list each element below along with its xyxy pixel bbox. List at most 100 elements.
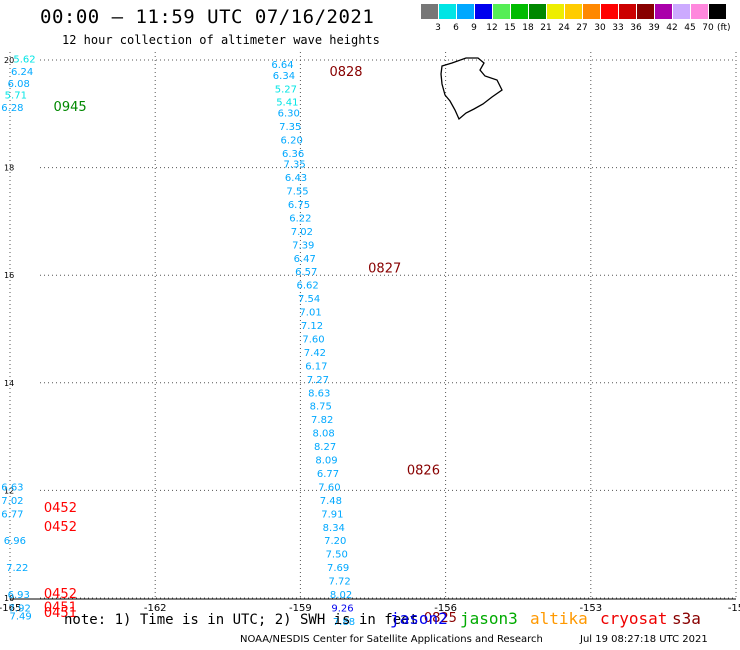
wave-height-value: 5.62 [13, 55, 35, 66]
wave-height-value: 7.42 [304, 348, 326, 359]
latitude-tick-label: 20 [4, 56, 14, 65]
wave-height-value: 7.35 [279, 122, 301, 133]
wave-height-value: 6.63 [1, 482, 23, 493]
legend-label: 12 [486, 23, 498, 33]
footer-credit: NOAA/NESDIS Center for Satellite Applica… [240, 634, 543, 645]
longitude-tick-label: -162 [144, 603, 167, 614]
wave-height-value: 6.17 [305, 361, 327, 372]
longitude-tick-label: -156 [434, 603, 457, 614]
legend-swatch [673, 4, 690, 19]
wave-height-value: 6.20 [281, 135, 303, 146]
wave-height-value: 6.62 [297, 281, 319, 292]
legend-label: 9 [471, 23, 477, 33]
longitude-tick-label: -15 [728, 603, 740, 614]
legend-swatch [529, 4, 546, 19]
wave-height-value: 6.36 [282, 149, 304, 160]
wave-height-value: 7.22 [6, 563, 28, 574]
latitude-tick-label: 18 [4, 164, 14, 173]
wave-height-value: 8.63 [308, 388, 330, 399]
pass-time-label: 0945 [54, 100, 87, 115]
legend-label: 18 [522, 23, 534, 33]
map-axes: -165 -162 -159 -156 -153 -15 10 12 14 16 18 20 [0, 56, 740, 614]
satellite-cryosat: cryosat [600, 609, 668, 628]
legend-swatch [457, 4, 474, 19]
wave-height-value: 7.82 [311, 415, 333, 426]
map-grid [9, 52, 737, 599]
wave-height-value: 6.28 [1, 103, 23, 114]
legend-label: 42 [666, 23, 678, 33]
legend-label: 33 [612, 23, 624, 33]
legend-swatch [475, 4, 492, 19]
legend-swatch [655, 4, 672, 19]
pass-time-label: 0827 [368, 262, 401, 277]
pass-time-label: 0828 [329, 65, 362, 80]
legend-swatch [619, 4, 636, 19]
page-subtitle: 12 hour collection of altimeter wave hei… [62, 33, 380, 47]
wave-height-value: 7.20 [324, 536, 346, 547]
wave-height-value: 6.43 [285, 173, 307, 184]
wave-height-value: 7.60 [302, 334, 324, 345]
wave-height-value: 9.26 [331, 603, 353, 614]
wave-height-value: 6.24 [11, 67, 33, 78]
wave-height-value: 7.35 [283, 160, 305, 171]
wave-height-value: 5.41 [276, 98, 298, 109]
legend-label: 24 [558, 23, 570, 33]
wave-height-value: 7.02 [291, 227, 313, 238]
wave-height-value: 6.47 [294, 254, 316, 265]
legend-label: 36 [630, 23, 642, 33]
legend-unit: (ft) [717, 23, 731, 33]
legend-swatch [547, 4, 564, 19]
wave-height-value: 6.57 [295, 267, 317, 278]
legend-label: 39 [648, 23, 660, 33]
legend-swatch [709, 4, 726, 19]
legend-swatch [583, 4, 600, 19]
satellite-jason2: jason2 [390, 609, 448, 628]
page-title: 00:00 – 11:59 UTC 07/16/2021 [40, 6, 375, 28]
legend-swatch [601, 4, 618, 19]
wave-height-value: 6.34 [273, 71, 295, 82]
pass-time-label: 0452 [44, 501, 77, 516]
latitude-tick-label: 12 [4, 486, 14, 495]
legend-label: 27 [576, 23, 588, 33]
pass-time-label: 0451 [44, 600, 77, 615]
wave-height-value: 6.96 [4, 536, 26, 547]
wave-height-value: 6.22 [289, 213, 311, 224]
wave-height-value: 8.27 [314, 442, 336, 453]
wave-height-value: 7.02 [1, 496, 23, 507]
wave-height-value: 7.27 [307, 375, 329, 386]
pass-time-label: 0825 [424, 611, 457, 626]
pass-time-label: 0452 [44, 587, 77, 602]
legend-label: 30 [594, 23, 606, 33]
wave-height-value: 7.55 [286, 187, 308, 198]
wave-height-value: 7.54 [298, 294, 320, 305]
wave-height-value: 8.34 [323, 523, 345, 534]
wave-height-value: 7.48 [320, 496, 342, 507]
wave-height-value: 7.69 [327, 563, 349, 574]
longitude-tick-label: -159 [289, 603, 312, 614]
legend-swatch [439, 4, 456, 19]
wave-height-value: 7.88 [333, 617, 355, 628]
footer-generated-time: Jul 19 08:27:18 UTC 2021 [580, 634, 708, 645]
wave-height-value: 8.08 [312, 429, 334, 440]
satellite-jason3: jason3 [460, 609, 518, 628]
wave-height-value: 6.77 [1, 509, 23, 520]
color-legend: 3 6 9 12 15 18 21 24 27 30 33 36 39 42 45 70 [421, 4, 740, 38]
legend-label: 45 [684, 23, 696, 33]
longitude-tick-label: -153 [579, 603, 602, 614]
pass-time-label: 0826 [407, 463, 440, 478]
island-landmass [440, 57, 503, 121]
wave-height-value: 5.71 [5, 91, 27, 102]
wave-height-value: 6.93 [8, 590, 30, 601]
wave-height-value: 7.49 [10, 612, 32, 623]
legend-label: 70 [702, 23, 714, 33]
wave-height-value: 7.92 [9, 603, 31, 614]
legend-swatch [493, 4, 510, 19]
footnote: note: 1) Time is in UTC; 2) SWH is in fe… [64, 612, 419, 628]
latitude-tick-label: 14 [4, 379, 14, 388]
legend-swatch [637, 4, 654, 19]
wave-height-value: 6.75 [288, 200, 310, 211]
legend-label: 6 [453, 23, 459, 33]
legend-label: 3 [435, 23, 441, 33]
legend-label: 15 [504, 23, 516, 33]
